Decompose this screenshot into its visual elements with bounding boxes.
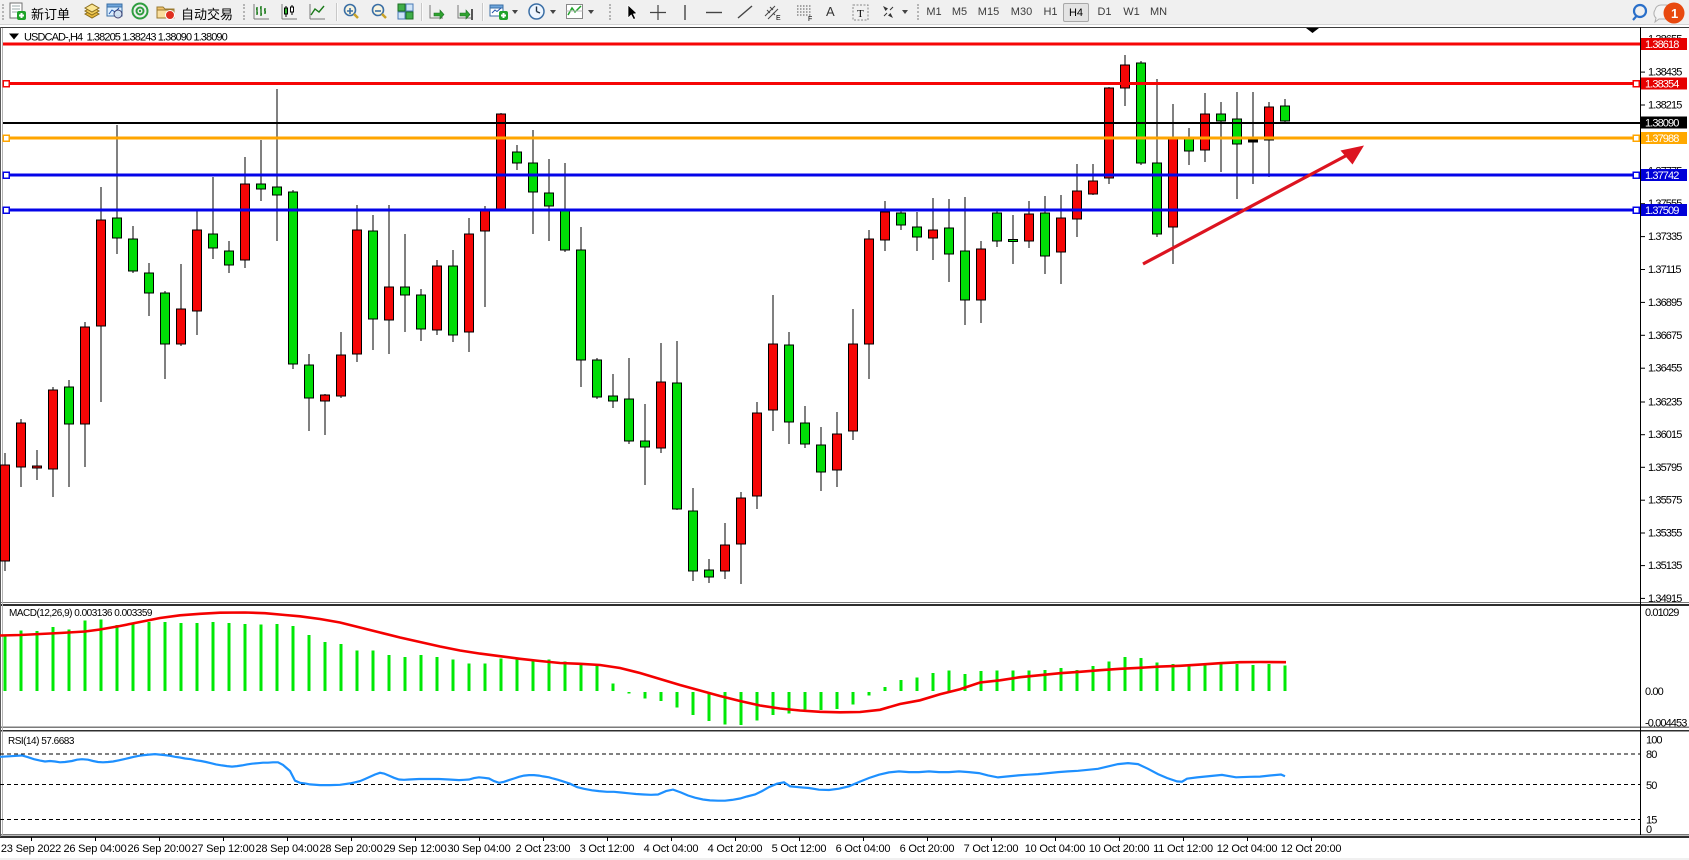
svg-text:1.38435: 1.38435 (1648, 67, 1682, 79)
svg-text:1.36455: 1.36455 (1648, 363, 1682, 375)
svg-text:1.36015: 1.36015 (1648, 429, 1682, 441)
svg-text:11 Oct 12:00: 11 Oct 12:00 (1153, 843, 1213, 855)
svg-text:1.36895: 1.36895 (1648, 297, 1682, 309)
svg-text:4 Oct 04:00: 4 Oct 04:00 (644, 843, 699, 855)
svg-text:29 Sep 12:00: 29 Sep 12:00 (383, 843, 446, 855)
svg-text:0.01029: 0.01029 (1645, 607, 1679, 619)
svg-text:6 Oct 04:00: 6 Oct 04:00 (836, 843, 891, 855)
svg-text:MACD(12,26,9) 0.003136 0.00335: MACD(12,26,9) 0.003136 0.003359 (9, 608, 153, 619)
svg-text:27 Sep 12:00: 27 Sep 12:00 (191, 843, 254, 855)
svg-text:1.35135: 1.35135 (1648, 560, 1682, 572)
svg-text:1.35575: 1.35575 (1648, 495, 1682, 507)
svg-text:28 Sep 04:00: 28 Sep 04:00 (255, 843, 318, 855)
svg-text:1.37509: 1.37509 (1645, 205, 1679, 217)
svg-text:28 Sep 20:00: 28 Sep 20:00 (319, 843, 382, 855)
svg-text:1.36675: 1.36675 (1648, 330, 1682, 342)
svg-text:1.37988: 1.37988 (1645, 133, 1679, 145)
svg-text:1.37335: 1.37335 (1648, 231, 1682, 243)
svg-text:USDCAD-,H4 1.38205 1.38243 1.: USDCAD-,H4 1.38205 1.38243 1.38090 1.380… (24, 32, 228, 44)
svg-text:1.34915: 1.34915 (1648, 593, 1682, 605)
svg-text:0.00: 0.00 (1645, 686, 1664, 698)
svg-text:1: 1 (1671, 6, 1678, 21)
svg-text:1.35355: 1.35355 (1648, 528, 1682, 540)
svg-text:0: 0 (1646, 824, 1652, 836)
svg-text:1.36235: 1.36235 (1648, 397, 1682, 409)
svg-text:T: T (857, 8, 864, 20)
svg-text:-0.004453: -0.004453 (1645, 718, 1687, 730)
svg-text:1.37742: 1.37742 (1645, 170, 1679, 182)
svg-text:F: F (808, 16, 812, 23)
svg-text:15: 15 (1646, 814, 1657, 826)
svg-text:6 Oct 20:00: 6 Oct 20:00 (900, 843, 955, 855)
svg-text:7 Oct 12:00: 7 Oct 12:00 (964, 843, 1019, 855)
svg-text:50: 50 (1646, 780, 1657, 792)
svg-text:1.37115: 1.37115 (1648, 264, 1681, 276)
svg-text:23 Sep 2022: 23 Sep 2022 (1, 843, 61, 855)
svg-text:100: 100 (1646, 735, 1662, 747)
svg-text:5 Oct 12:00: 5 Oct 12:00 (772, 843, 827, 855)
svg-text:10 Oct 04:00: 10 Oct 04:00 (1025, 843, 1086, 855)
svg-text:26 Sep 20:00: 26 Sep 20:00 (127, 843, 190, 855)
svg-text:80: 80 (1646, 749, 1657, 761)
svg-text:1.38354: 1.38354 (1645, 79, 1679, 91)
svg-text:3 Oct 12:00: 3 Oct 12:00 (580, 843, 635, 855)
svg-text:1.38090: 1.38090 (1645, 118, 1679, 130)
svg-text:1.38215: 1.38215 (1648, 100, 1682, 112)
svg-text:1.35795: 1.35795 (1648, 462, 1682, 474)
svg-text:1.38618: 1.38618 (1645, 39, 1679, 51)
svg-text:12 Oct 20:00: 12 Oct 20:00 (1281, 843, 1342, 855)
svg-text:E: E (776, 15, 781, 22)
svg-text:26 Sep 04:00: 26 Sep 04:00 (63, 843, 126, 855)
svg-text:RSI(14) 57.6683: RSI(14) 57.6683 (8, 736, 75, 747)
svg-text:4 Oct 20:00: 4 Oct 20:00 (708, 843, 763, 855)
svg-text:30 Sep 04:00: 30 Sep 04:00 (447, 843, 510, 855)
svg-text:10 Oct 20:00: 10 Oct 20:00 (1089, 843, 1150, 855)
svg-text:12 Oct 04:00: 12 Oct 04:00 (1217, 843, 1278, 855)
svg-text:2 Oct 23:00: 2 Oct 23:00 (516, 843, 571, 855)
